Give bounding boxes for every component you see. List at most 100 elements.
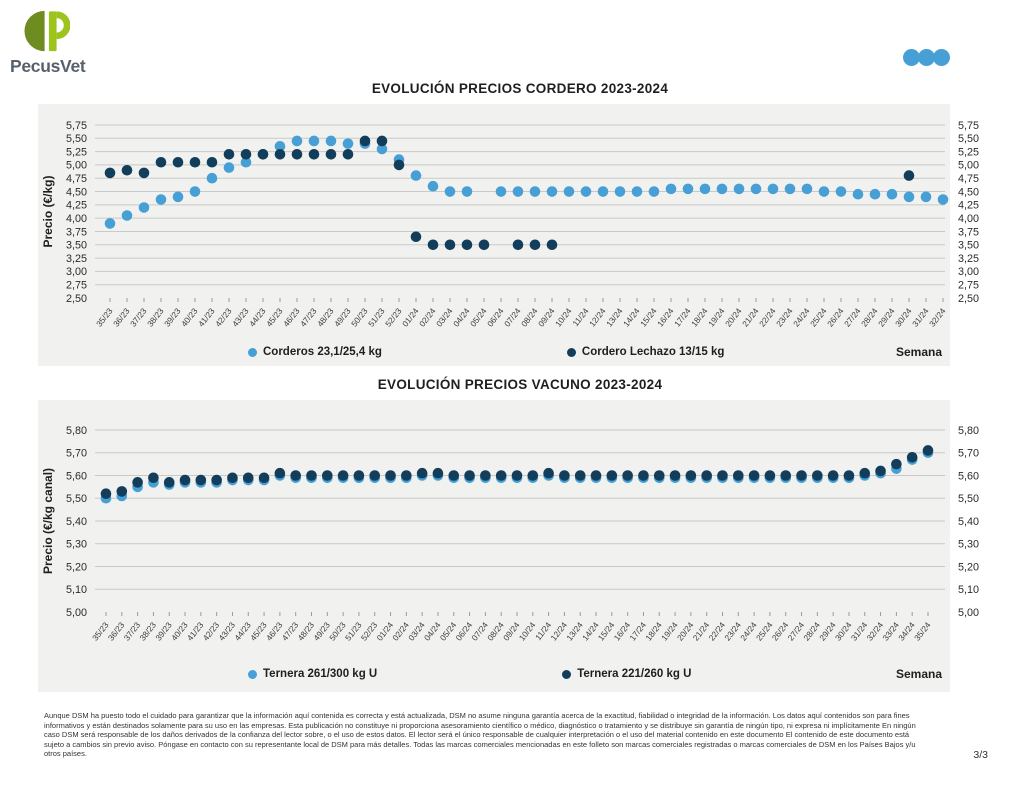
dot-icon [903,49,920,66]
data-point [369,470,381,481]
y-tick-label-right: 5,80 [958,425,979,437]
y-tick-label-left: 4,75 [66,173,87,185]
y-tick-label-right: 5,00 [958,160,979,172]
data-point [257,148,269,160]
y-tick-label-left: 5,10 [66,584,87,596]
legend-label: Ternera 261/300 kg U [263,668,378,680]
legend-item: Corderos 23,1/25,4 kg [248,346,382,358]
y-tick-label-right: 3,25 [958,253,979,265]
y-axis-title: Precio (€/kg) [41,175,55,247]
y-tick-label-left: 4,00 [66,213,87,225]
data-point [543,467,554,479]
data-point [258,472,270,484]
pecusvet-logo-icon [24,10,70,52]
y-tick-label-left: 5,70 [66,448,87,460]
chart1-legend: Corderos 23,1/25,4 kg Cordero Lechazo 13… [38,342,950,362]
y-tick-label-left: 5,75 [66,120,87,132]
y-tick-label-right: 4,50 [958,186,979,198]
data-point [529,239,541,251]
data-point [733,183,745,195]
y-tick-label-left: 5,80 [66,425,87,437]
y-tick-label-left: 2,75 [66,279,87,291]
y-tick-label-left: 5,50 [66,133,87,145]
pecusvet-logo: PecusVet [10,8,120,77]
data-point [699,183,711,195]
data-point [920,191,932,203]
data-point [614,186,626,197]
data-point [240,148,252,160]
data-point [211,474,222,486]
y-tick-label-right: 2,75 [958,279,979,291]
x-axis-label: Semana [895,345,942,359]
data-point [121,164,133,176]
data-point [342,148,354,160]
data-point [818,186,830,197]
data-point [784,183,796,195]
data-point [206,172,218,184]
brand-text: PecusVet [10,56,86,76]
chart1-plot: 5,75 5,755,50 5,505,25 5,255,00 5,004,75 4,75… [38,104,979,366]
data-point [478,239,490,251]
three-dots-icon [903,49,950,66]
data-point [353,470,365,481]
data-point [195,474,207,486]
y-tick-label-right: 4,25 [958,200,979,212]
data-point [529,186,541,197]
data-point [138,167,150,179]
y-tick-label-left: 3,75 [66,226,87,238]
data-point [104,218,116,229]
y-tick-label-left: 5,30 [66,539,87,551]
legend-item: Cordero Lechazo 13/15 kg [566,346,724,358]
data-point [495,470,507,481]
data-point [342,138,354,149]
data-point [290,470,301,481]
data-point [597,186,609,197]
data-point [240,156,252,168]
data-point [291,148,303,160]
data-point [903,191,915,203]
data-point [631,186,643,197]
chart1-title: EVOLUCIÓN PRECIOS CORDERO 2023-2024 [371,81,669,96]
data-point [622,470,633,481]
data-point [274,148,286,160]
data-point [903,170,915,181]
data-point [669,470,681,481]
data-point [733,470,744,481]
y-tick-label-right: 3,00 [958,266,979,278]
data-point [116,486,128,497]
data-point [444,186,456,197]
data-point [922,445,934,456]
data-point [179,474,191,486]
data-point [748,470,760,481]
chart-background [38,104,950,366]
data-point [606,470,618,481]
data-point [685,470,697,481]
data-point [464,470,475,481]
y-tick-label-right: 4,00 [958,213,979,225]
data-point [780,470,792,481]
data-point [148,472,159,484]
data-point [359,135,371,147]
data-point [242,472,254,484]
data-point [308,148,320,160]
data-point [155,156,167,168]
data-point [701,470,712,481]
data-point [638,470,649,481]
dot-icon [918,49,935,66]
y-tick-label-left: 5,40 [66,516,87,528]
data-point [432,467,444,479]
dot-icon [933,49,950,66]
data-point [189,156,201,168]
data-point [827,470,839,481]
data-point [843,470,855,481]
data-point [480,470,491,481]
data-point [648,186,660,197]
data-point [859,467,871,479]
y-tick-label-left: 5,00 [66,160,87,172]
data-point [376,135,388,147]
data-point [325,135,337,147]
data-point [937,194,949,205]
y-tick-label-left: 5,00 [66,607,87,619]
data-point [796,470,807,481]
